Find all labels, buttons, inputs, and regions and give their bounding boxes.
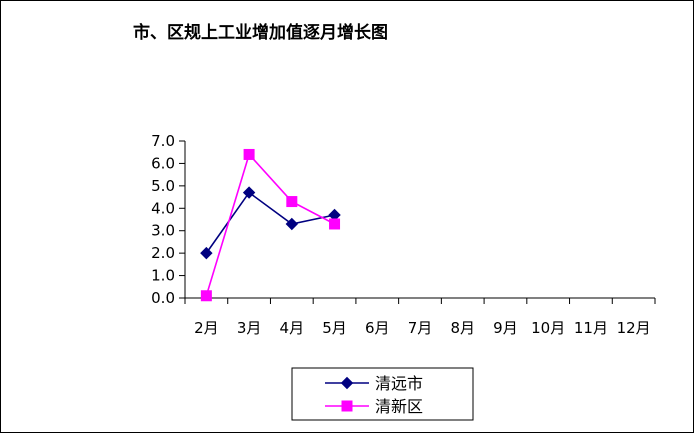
plot-area: 0.0 1.0 2.0 3.0 4.0 5.0 6.0 7.0 2月 3月 4月 5月 6月 7月 8月 9月… bbox=[151, 132, 656, 337]
chart-title: 市、区规上工业增加值逐月增长图 bbox=[133, 22, 388, 43]
y-tick-label: 7.0 bbox=[151, 132, 175, 150]
data-point-series-2 bbox=[243, 148, 255, 160]
data-point-series-2 bbox=[200, 290, 212, 302]
x-tick-label: 10月 bbox=[531, 319, 565, 337]
series-line-1 bbox=[205, 191, 335, 254]
x-tick-label: 9月 bbox=[493, 319, 518, 337]
y-tick-label: 0.0 bbox=[151, 289, 175, 307]
series-line-2 bbox=[205, 152, 335, 296]
x-tick-label: 7月 bbox=[408, 319, 433, 337]
y-tick-label: 6.0 bbox=[151, 154, 175, 172]
data-point-series-1 bbox=[285, 217, 299, 231]
data-point-series-2 bbox=[329, 218, 341, 230]
legend-marker bbox=[341, 400, 353, 412]
y-tick-label: 2.0 bbox=[151, 244, 175, 262]
data-point-series-1 bbox=[200, 246, 213, 260]
x-tick-label: 3月 bbox=[237, 319, 262, 337]
y-tick-label: 1.0 bbox=[151, 267, 175, 285]
y-tick-label: 5.0 bbox=[151, 177, 175, 195]
legend-marker bbox=[340, 376, 354, 390]
legend-box bbox=[291, 367, 474, 421]
y-tick-label: 4.0 bbox=[151, 199, 175, 217]
legend-label: 清远市 bbox=[375, 374, 423, 393]
legend-label: 清新区 bbox=[375, 397, 423, 416]
x-tick-label: 6月 bbox=[365, 319, 390, 337]
data-point-series-1 bbox=[242, 186, 256, 199]
x-tick-label: 12月 bbox=[617, 319, 651, 337]
data-point-series-2 bbox=[286, 196, 298, 208]
x-tick-label: 4月 bbox=[280, 319, 305, 337]
x-tick-label: 8月 bbox=[450, 319, 475, 337]
x-tick-label: 2月 bbox=[194, 319, 219, 337]
x-tick-label: 5月 bbox=[322, 319, 347, 337]
y-tick-label: 3.0 bbox=[151, 222, 175, 240]
x-tick-label: 11月 bbox=[574, 319, 608, 337]
